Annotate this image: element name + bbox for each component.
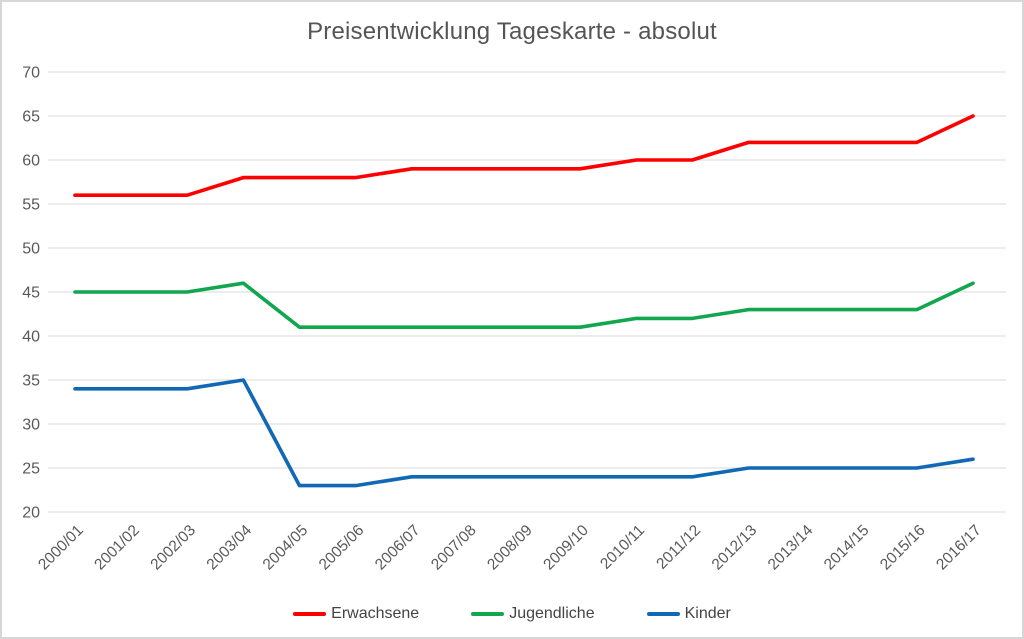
x-tick-label: 2016/17 (933, 522, 985, 574)
legend-line-swatch-green (471, 612, 505, 616)
y-tick-label: 40 (22, 329, 40, 346)
x-tick-label: 2003/04 (204, 522, 256, 574)
x-tick-label: 2002/03 (147, 522, 199, 574)
y-tick-label: 55 (22, 197, 40, 214)
legend-line-swatch-red (293, 612, 327, 616)
legend-item-kinder: Kinder (646, 605, 731, 623)
x-tick-label: 2009/10 (540, 522, 592, 574)
x-tick-label: 2015/16 (877, 522, 929, 574)
y-tick-label: 45 (22, 285, 40, 302)
legend: Erwachsene Jugendliche Kinder (2, 605, 1022, 623)
y-tick-label: 70 (22, 65, 40, 82)
x-tick-label: 2008/09 (484, 522, 536, 574)
x-tick-label: 2012/13 (709, 522, 761, 574)
y-tick-label: 65 (22, 109, 40, 126)
x-tick-label: 2005/06 (316, 522, 368, 574)
legend-line-swatch-blue (646, 612, 680, 616)
y-tick-label: 35 (22, 373, 40, 390)
series-line-kinder (73, 378, 975, 488)
x-tick-label: 2010/11 (597, 522, 648, 573)
x-tick-label: 2013/14 (765, 522, 817, 574)
y-tick-label: 60 (22, 153, 40, 170)
y-tick-label: 50 (22, 241, 40, 258)
x-tick-label: 2001/02 (91, 522, 143, 574)
legend-label: Erwachsene (331, 605, 420, 622)
chart-title: Preisentwicklung Tageskarte - absolut (307, 18, 717, 45)
x-tick-label: 2011/12 (653, 522, 704, 573)
x-tick-label: 2006/07 (372, 522, 424, 574)
x-tick-label: 2007/08 (428, 522, 480, 574)
legend-item-jugendliche: Jugendliche (471, 605, 595, 623)
x-tick-label: 2000/01 (35, 522, 87, 574)
legend-label: Jugendliche (509, 605, 595, 622)
series-line-jugendliche (73, 281, 975, 330)
y-tick-label: 20 (22, 505, 40, 522)
y-tick-label: 25 (22, 461, 40, 478)
legend-label: Kinder (684, 605, 731, 622)
legend-item-erwachsene: Erwachsene (293, 605, 419, 623)
x-tick-label: 2014/15 (821, 522, 873, 574)
x-tick-label: 2004/05 (260, 522, 312, 574)
y-tick-label: 30 (22, 417, 40, 434)
series-line-erwachsene (73, 114, 975, 197)
